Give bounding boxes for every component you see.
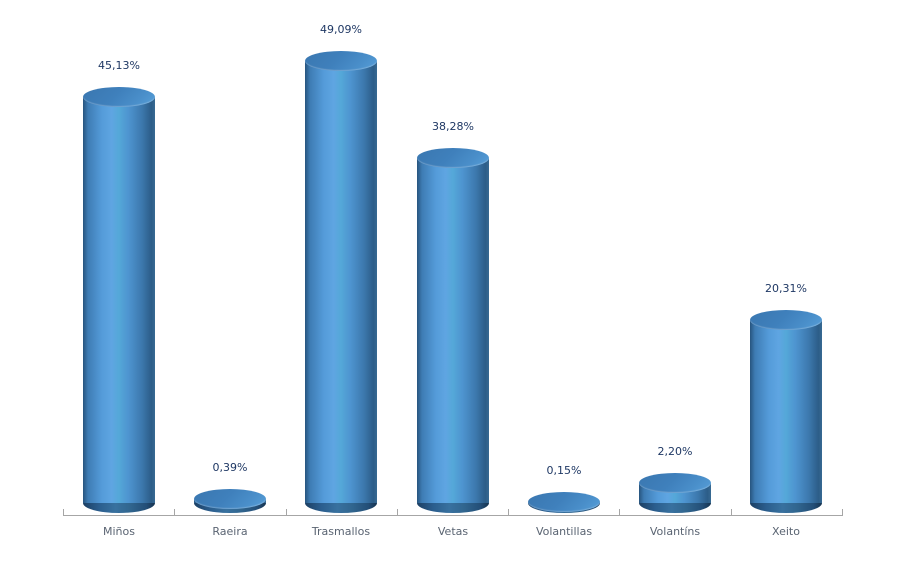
bar-cylinder (639, 473, 711, 513)
value-label: 20,31% (765, 282, 807, 295)
bar-top-cap (194, 489, 266, 509)
value-label: 49,09% (320, 23, 362, 36)
category-label: Xeito (772, 525, 800, 538)
bar-cylinder (305, 51, 377, 513)
x-axis-tick (619, 509, 620, 516)
value-label: 38,28% (432, 120, 474, 133)
bar-body (305, 61, 377, 503)
value-label: 45,13% (98, 59, 140, 72)
value-label: 0,15% (546, 464, 582, 477)
value-label: 2,20% (657, 445, 693, 458)
x-axis-tick (842, 509, 843, 516)
bar-top-cap (639, 473, 711, 493)
category-label: Volantillas (535, 525, 593, 538)
category-label: Raeira (212, 525, 248, 538)
category-label: Volantíns (649, 525, 701, 538)
bar-top-cap (417, 148, 489, 168)
bar-cylinder (417, 148, 489, 513)
category-label: Vetas (437, 525, 469, 538)
x-axis-tick (174, 509, 175, 516)
x-axis-line (63, 515, 842, 516)
bar-top-cap (83, 87, 155, 107)
x-axis-tick (731, 509, 732, 516)
x-axis-tick (63, 509, 64, 516)
bar-cylinder (194, 489, 266, 513)
bar-top-cap (750, 310, 822, 330)
value-label: 0,39% (212, 461, 248, 474)
bar-cylinder (528, 492, 600, 513)
category-label: Miños (103, 525, 135, 538)
category-label: Trasmallos (311, 525, 371, 538)
x-axis-tick (286, 509, 287, 516)
bar-top-cap (528, 492, 600, 512)
x-axis-tick (508, 509, 509, 516)
bar-top-cap (305, 51, 377, 71)
x-axis-tick (397, 509, 398, 516)
bar-body (750, 320, 822, 503)
bar-cylinder (750, 310, 822, 513)
bar-body (83, 97, 155, 503)
bar-cylinder (83, 87, 155, 513)
bar-body (417, 158, 489, 503)
